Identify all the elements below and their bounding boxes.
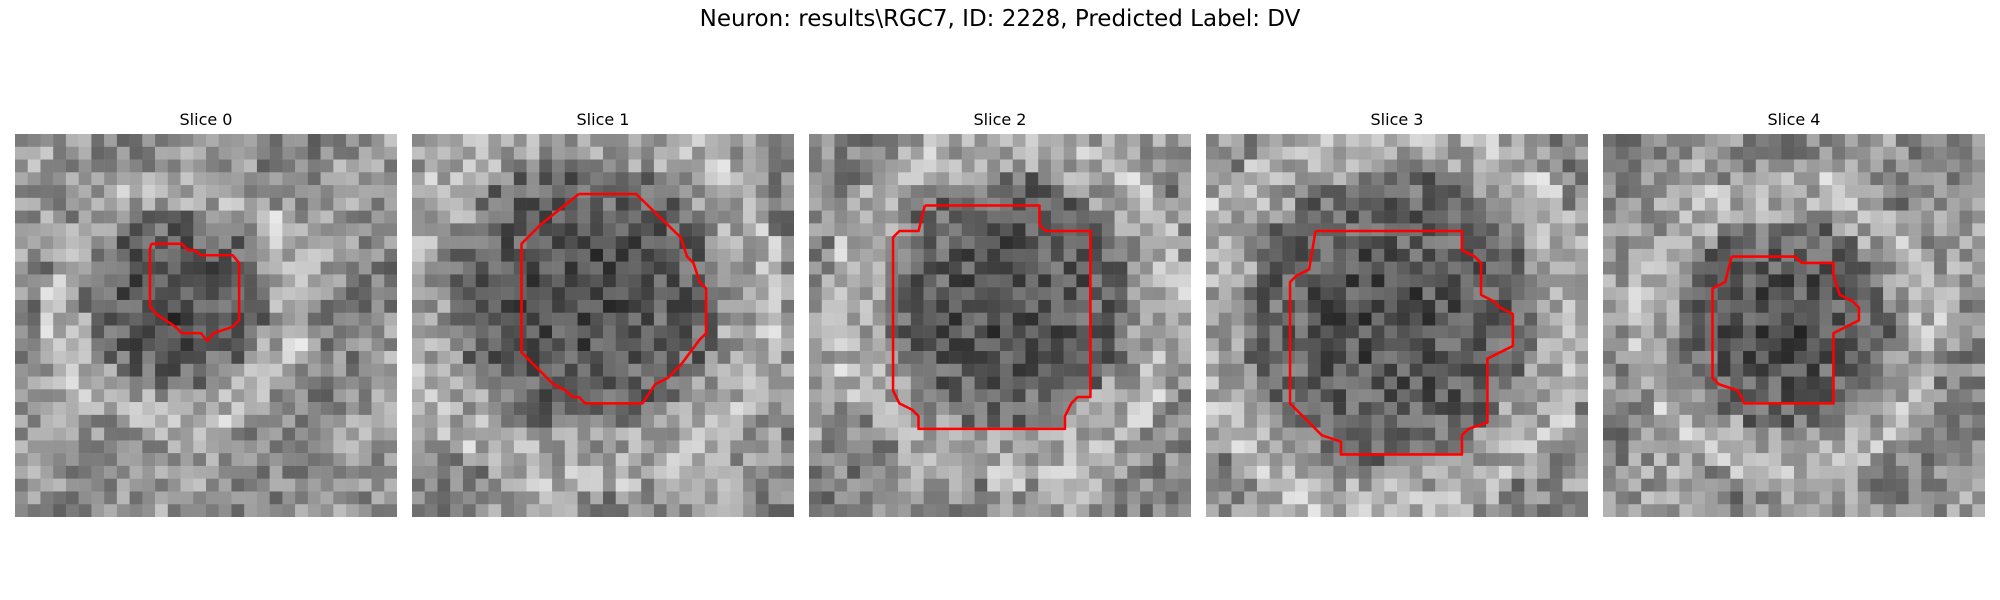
slice-title: Slice 1 (576, 110, 630, 129)
slice-panel-0: Slice 0 (15, 108, 397, 517)
roi-contour (891, 204, 1092, 431)
slice-panel-4: Slice 4 (1603, 108, 1985, 517)
figure-title: Neuron: results\RGC7, ID: 2228, Predicte… (699, 6, 1301, 32)
roi-contour (148, 242, 241, 343)
slice-title: Slice 0 (179, 110, 233, 129)
slice-title: Slice 4 (1767, 110, 1821, 129)
slice-panel-2: Slice 2 (809, 108, 1191, 517)
slice-image (412, 134, 794, 517)
slice-image (809, 134, 1191, 517)
slice-panel-1: Slice 1 (412, 108, 794, 517)
slice-image (15, 134, 397, 517)
roi-contour (1288, 229, 1515, 456)
slice-title: Slice 3 (1370, 110, 1424, 129)
slice-image (1206, 134, 1588, 517)
slice-title: Slice 2 (973, 110, 1027, 129)
roi-contour (520, 192, 708, 405)
roi-contour (1711, 255, 1861, 405)
slice-image (1603, 134, 1985, 517)
slice-panel-3: Slice 3 (1206, 108, 1588, 517)
